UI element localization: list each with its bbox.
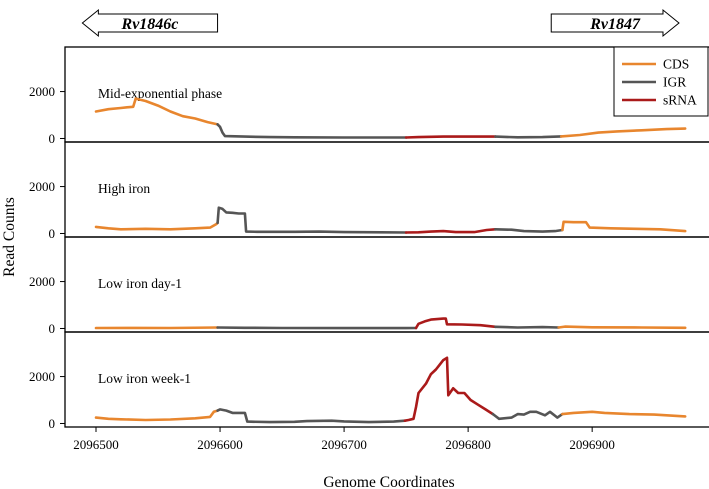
- legend-label: sRNA: [663, 93, 697, 108]
- series-cds-line: [94, 221, 219, 231]
- series-cds-line: [559, 127, 687, 138]
- y-tick-label: 0: [49, 321, 56, 336]
- legend-label: IGR: [663, 75, 686, 90]
- series-igr-line: [494, 325, 560, 329]
- x-tick-label: 2096900: [569, 437, 615, 452]
- panel-label: Low iron week-1: [98, 371, 191, 386]
- y-tick-label: 2000: [29, 369, 55, 384]
- series-cds-line: [561, 220, 687, 233]
- panel: High iron 0 2000: [29, 141, 709, 241]
- gene-arrow-rv1846c: [81, 8, 219, 38]
- series-cds-line: [557, 325, 687, 330]
- series-cds-line: [561, 410, 687, 418]
- series-igr-line: [216, 408, 407, 424]
- y-tick-label: 0: [49, 131, 56, 146]
- series-igr-line: [216, 326, 418, 330]
- x-tick-label: 2096600: [197, 437, 243, 452]
- x-axis-title: Genome Coordinates: [323, 474, 454, 489]
- y-tick-label: 2000: [29, 274, 55, 289]
- panel-label: Mid-exponential phase: [98, 86, 222, 101]
- series-srna-line: [404, 228, 497, 234]
- gene-label: Rv1846c: [121, 16, 179, 33]
- panels: Mid-exponential phase 0 2000 High iron 0 2000…: [29, 46, 709, 431]
- panel: Mid-exponential phase 0 2000: [29, 46, 709, 146]
- series-srna-line: [404, 135, 497, 139]
- gene-arrow-rv1847: [550, 8, 680, 38]
- y-axis-title: Read Counts: [1, 197, 18, 277]
- y-tick-label: 0: [49, 416, 56, 431]
- panel-frame: [64, 331, 709, 428]
- y-tick-label: 2000: [29, 84, 55, 99]
- series-srna-line: [414, 317, 497, 330]
- x-tick-label: 2096500: [73, 437, 119, 452]
- legend: CDS IGR sRNA: [613, 46, 709, 117]
- x-tick-label: 2096700: [321, 437, 367, 452]
- series-igr-line: [494, 228, 564, 233]
- series-igr-line: [216, 206, 408, 234]
- series-cds-line: [94, 409, 219, 422]
- series-igr-line: [494, 135, 563, 139]
- legend-label: CDS: [663, 57, 689, 72]
- panel-frame: [64, 141, 709, 238]
- y-tick-label: 2000: [29, 179, 55, 194]
- series-cds-line: [94, 97, 219, 126]
- series-cds-line: [94, 326, 219, 330]
- x-axis: 2096500 2096600 2096700 2096800 2096900: [73, 427, 615, 452]
- gene-annotations: Rv1846c Rv1847: [81, 8, 680, 38]
- series-srna-line: [403, 356, 495, 422]
- x-tick-label: 2096800: [445, 437, 491, 452]
- panel: Low iron day-1 0 2000: [29, 236, 709, 336]
- panel-label: High iron: [98, 181, 150, 196]
- series-igr-line: [491, 410, 564, 421]
- panel: Low iron week-1 0 2000: [29, 331, 709, 431]
- gene-label: Rv1847: [589, 16, 641, 33]
- series-igr-line: [216, 123, 408, 139]
- panel-label: Low iron day-1: [98, 276, 182, 291]
- y-tick-label: 0: [49, 226, 56, 241]
